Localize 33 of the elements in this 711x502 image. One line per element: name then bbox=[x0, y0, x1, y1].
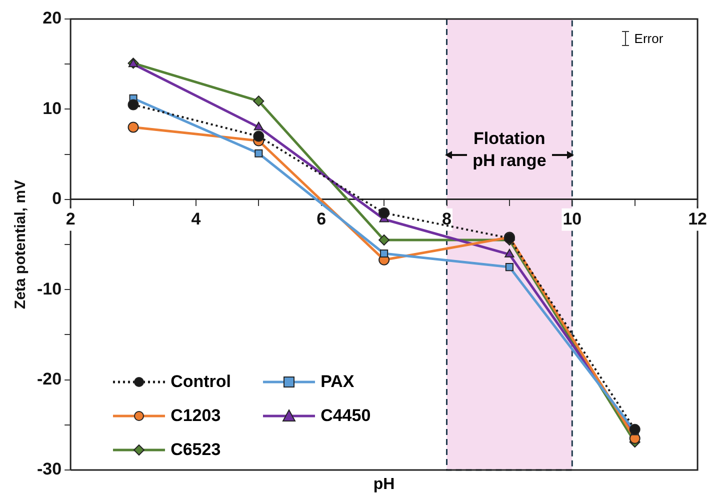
y-tick-label: -30 bbox=[36, 460, 62, 479]
y-tick-label: 10 bbox=[42, 98, 62, 118]
point bbox=[128, 122, 139, 133]
band-label: Flotation pH range bbox=[472, 128, 546, 172]
legend-label: C4450 bbox=[320, 406, 371, 426]
point bbox=[254, 122, 264, 130]
x-tick-label: 2 bbox=[66, 209, 76, 228]
point bbox=[378, 207, 390, 218]
point bbox=[380, 249, 388, 258]
point bbox=[378, 234, 390, 246]
point bbox=[253, 96, 264, 107]
legend-label: PAX bbox=[320, 372, 354, 392]
y-tick-label: -20 bbox=[36, 369, 62, 388]
point bbox=[128, 99, 139, 110]
x-tick-label: 6 bbox=[316, 209, 326, 228]
x-tick-label: 10 bbox=[562, 209, 582, 228]
x-tick-label: 8 bbox=[442, 209, 452, 228]
point bbox=[504, 248, 514, 258]
annotation: Error bbox=[634, 31, 664, 46]
y-axis-title: Zeta potential, mV bbox=[12, 180, 30, 310]
y-tick-label: 0 bbox=[52, 189, 62, 208]
point bbox=[505, 263, 514, 272]
x-axis-title: pH bbox=[373, 476, 395, 494]
legend-label: Control bbox=[170, 372, 231, 392]
point bbox=[254, 149, 263, 158]
x-tick-label: 4 bbox=[191, 209, 202, 228]
legend-label: C6523 bbox=[170, 440, 221, 460]
point bbox=[629, 424, 640, 435]
x-tick-label: 12 bbox=[688, 209, 708, 228]
y-tick-label: -10 bbox=[36, 279, 62, 298]
y-tick-label: 20 bbox=[42, 8, 62, 28]
point bbox=[253, 130, 264, 142]
legend-label: C1203 bbox=[170, 406, 221, 426]
